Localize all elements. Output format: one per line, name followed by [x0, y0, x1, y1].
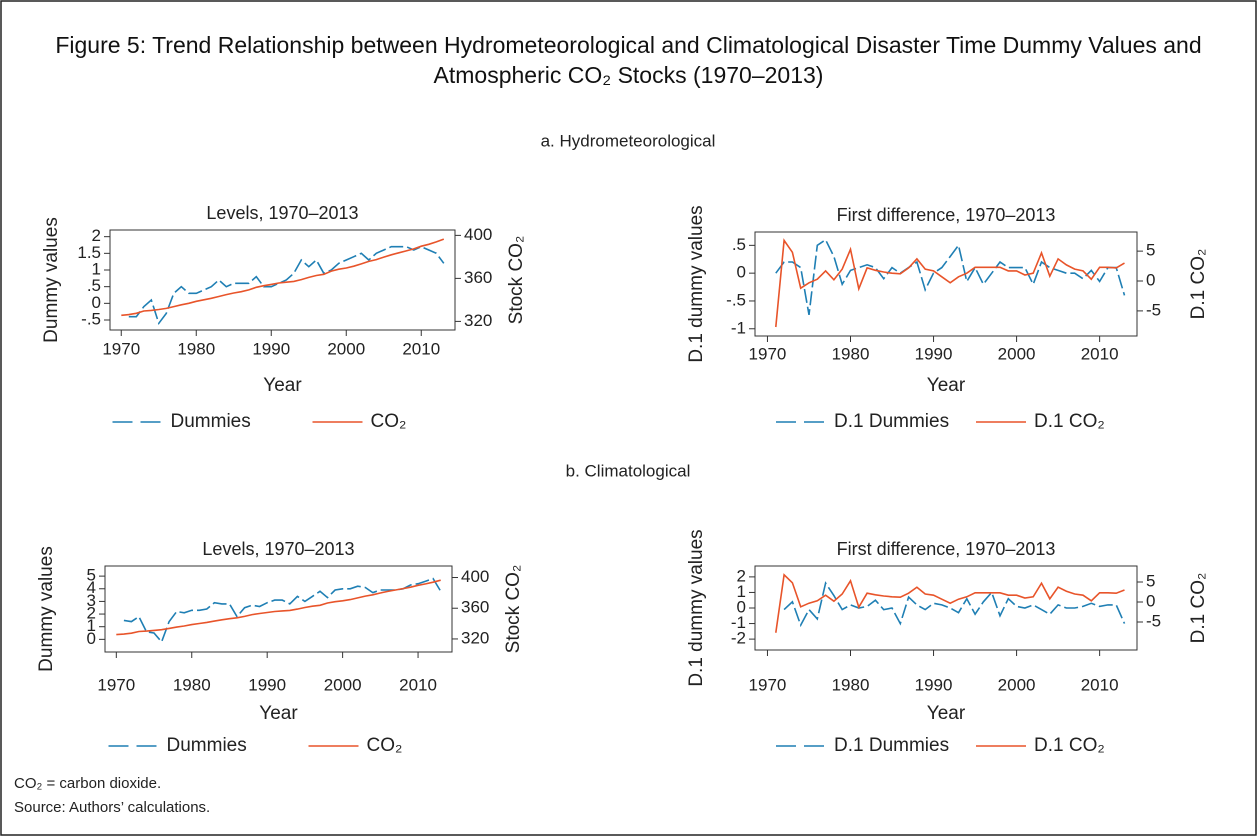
series-line [783, 581, 1126, 628]
y-tick-label: 0 [737, 263, 746, 282]
legend-label: Dummies [171, 411, 251, 432]
series-line [116, 579, 441, 636]
y2-axis-label: Stock CO₂ [506, 236, 527, 325]
y-tick-label: 0 [87, 629, 96, 648]
x-tick-label: 1980 [832, 675, 870, 694]
y-tick-label: 1 [87, 616, 96, 635]
legend-label: CO₂ [371, 411, 407, 432]
y-axis-label: D.1 dummy values [686, 205, 707, 362]
x-tick-label: 1970 [749, 344, 787, 363]
y2-tick-label: -5 [1146, 300, 1161, 319]
footnote: CO₂ = carbon dioxide. [14, 775, 161, 792]
series-line [121, 238, 445, 317]
x-tick-label: 1980 [832, 344, 870, 363]
section-label: b. Climatological [566, 461, 691, 480]
y-axis-label: Dummy values [36, 546, 57, 672]
y-tick-label: -.5 [726, 290, 746, 309]
series-line [123, 577, 442, 644]
y-tick-label: 1.5 [77, 243, 101, 262]
y2-tick-label: -5 [1146, 611, 1161, 630]
series-line [775, 573, 1125, 633]
y2-tick-label: 360 [461, 598, 489, 617]
y-tick-label: 3 [87, 591, 96, 610]
series-line [128, 245, 445, 326]
y2-tick-label: 0 [1146, 591, 1155, 610]
y2-axis-label: D.1 CO₂ [1188, 249, 1209, 320]
y-tick-label: -2 [731, 629, 746, 648]
x-tick-label: 2000 [998, 344, 1036, 363]
series-line [775, 238, 1126, 316]
y2-tick-label: 400 [461, 567, 489, 586]
x-axis-label: Year [927, 703, 966, 724]
y-tick-label: 1 [737, 582, 746, 601]
chart-title: Levels, 1970–2013 [206, 203, 358, 223]
y2-tick-label: 400 [464, 225, 492, 244]
y-tick-label: -1 [731, 613, 746, 632]
y2-tick-label: 0 [1146, 270, 1155, 289]
legend-label: Dummies [167, 735, 247, 756]
x-tick-label: 1990 [248, 675, 286, 694]
legend-label: D.1 CO₂ [1034, 411, 1105, 432]
y-tick-label: 0 [737, 597, 746, 616]
figure-title: Figure 5: Trend Relationship between Hyd… [55, 32, 1202, 88]
x-tick-label: 2010 [1081, 344, 1119, 363]
x-tick-label: 2010 [399, 675, 437, 694]
x-tick-label: 1990 [915, 344, 953, 363]
legend-label: D.1 Dummies [834, 411, 949, 432]
y2-tick-label: 320 [464, 311, 492, 330]
plot-frame [104, 565, 453, 653]
legend-label: D.1 CO₂ [1034, 735, 1105, 756]
y2-tick-label: 320 [461, 628, 489, 647]
chart-title: First difference, 1970–2013 [837, 539, 1056, 559]
footnote: Source: Authors’ calculations. [14, 799, 210, 816]
chart-title: Levels, 1970–2013 [202, 539, 354, 559]
chart-title: First difference, 1970–2013 [837, 205, 1056, 225]
y-tick-label: 4 [87, 578, 96, 597]
x-tick-label: 2000 [324, 675, 362, 694]
x-tick-label: 1980 [177, 339, 215, 358]
y-tick-label: 1 [92, 259, 101, 278]
y-tick-label: 2 [92, 226, 101, 245]
x-tick-label: 1980 [173, 675, 211, 694]
x-axis-label: Year [927, 375, 966, 396]
y-tick-label: 2 [87, 604, 96, 623]
y-tick-label: -.5 [81, 309, 101, 328]
x-tick-label: 1990 [252, 339, 290, 358]
x-tick-label: 1970 [102, 339, 140, 358]
x-tick-label: 1990 [915, 675, 953, 694]
y2-tick-label: 5 [1146, 571, 1155, 590]
y-tick-label: 2 [737, 566, 746, 585]
x-axis-label: Year [259, 703, 298, 724]
x-axis-label: Year [263, 375, 302, 396]
legend-label: D.1 Dummies [834, 735, 949, 756]
y2-axis-label: D.1 CO₂ [1188, 573, 1209, 644]
y-tick-label: 0 [92, 293, 101, 312]
legend-label: CO₂ [367, 735, 403, 756]
y2-tick-label: 5 [1146, 241, 1155, 260]
y-axis-label: D.1 dummy values [686, 529, 707, 686]
x-tick-label: 1970 [97, 675, 135, 694]
y-axis-label: Dummy values [41, 217, 62, 343]
x-tick-label: 2000 [998, 675, 1036, 694]
y2-tick-label: 360 [464, 268, 492, 287]
y2-axis-label: Stock CO₂ [503, 565, 524, 654]
x-tick-label: 2000 [327, 339, 365, 358]
section-label: a. Hydrometeorological [541, 131, 716, 150]
x-tick-label: 2010 [1081, 675, 1119, 694]
x-tick-label: 1970 [749, 675, 787, 694]
plot-frame [109, 229, 456, 331]
y-tick-label: 5 [87, 566, 96, 585]
series-line [775, 238, 1125, 328]
y-tick-label: .5 [87, 276, 101, 295]
y-tick-label: -1 [731, 318, 746, 337]
y-tick-label: .5 [732, 235, 746, 254]
x-tick-label: 2010 [402, 339, 440, 358]
plot-frame [754, 231, 1138, 337]
